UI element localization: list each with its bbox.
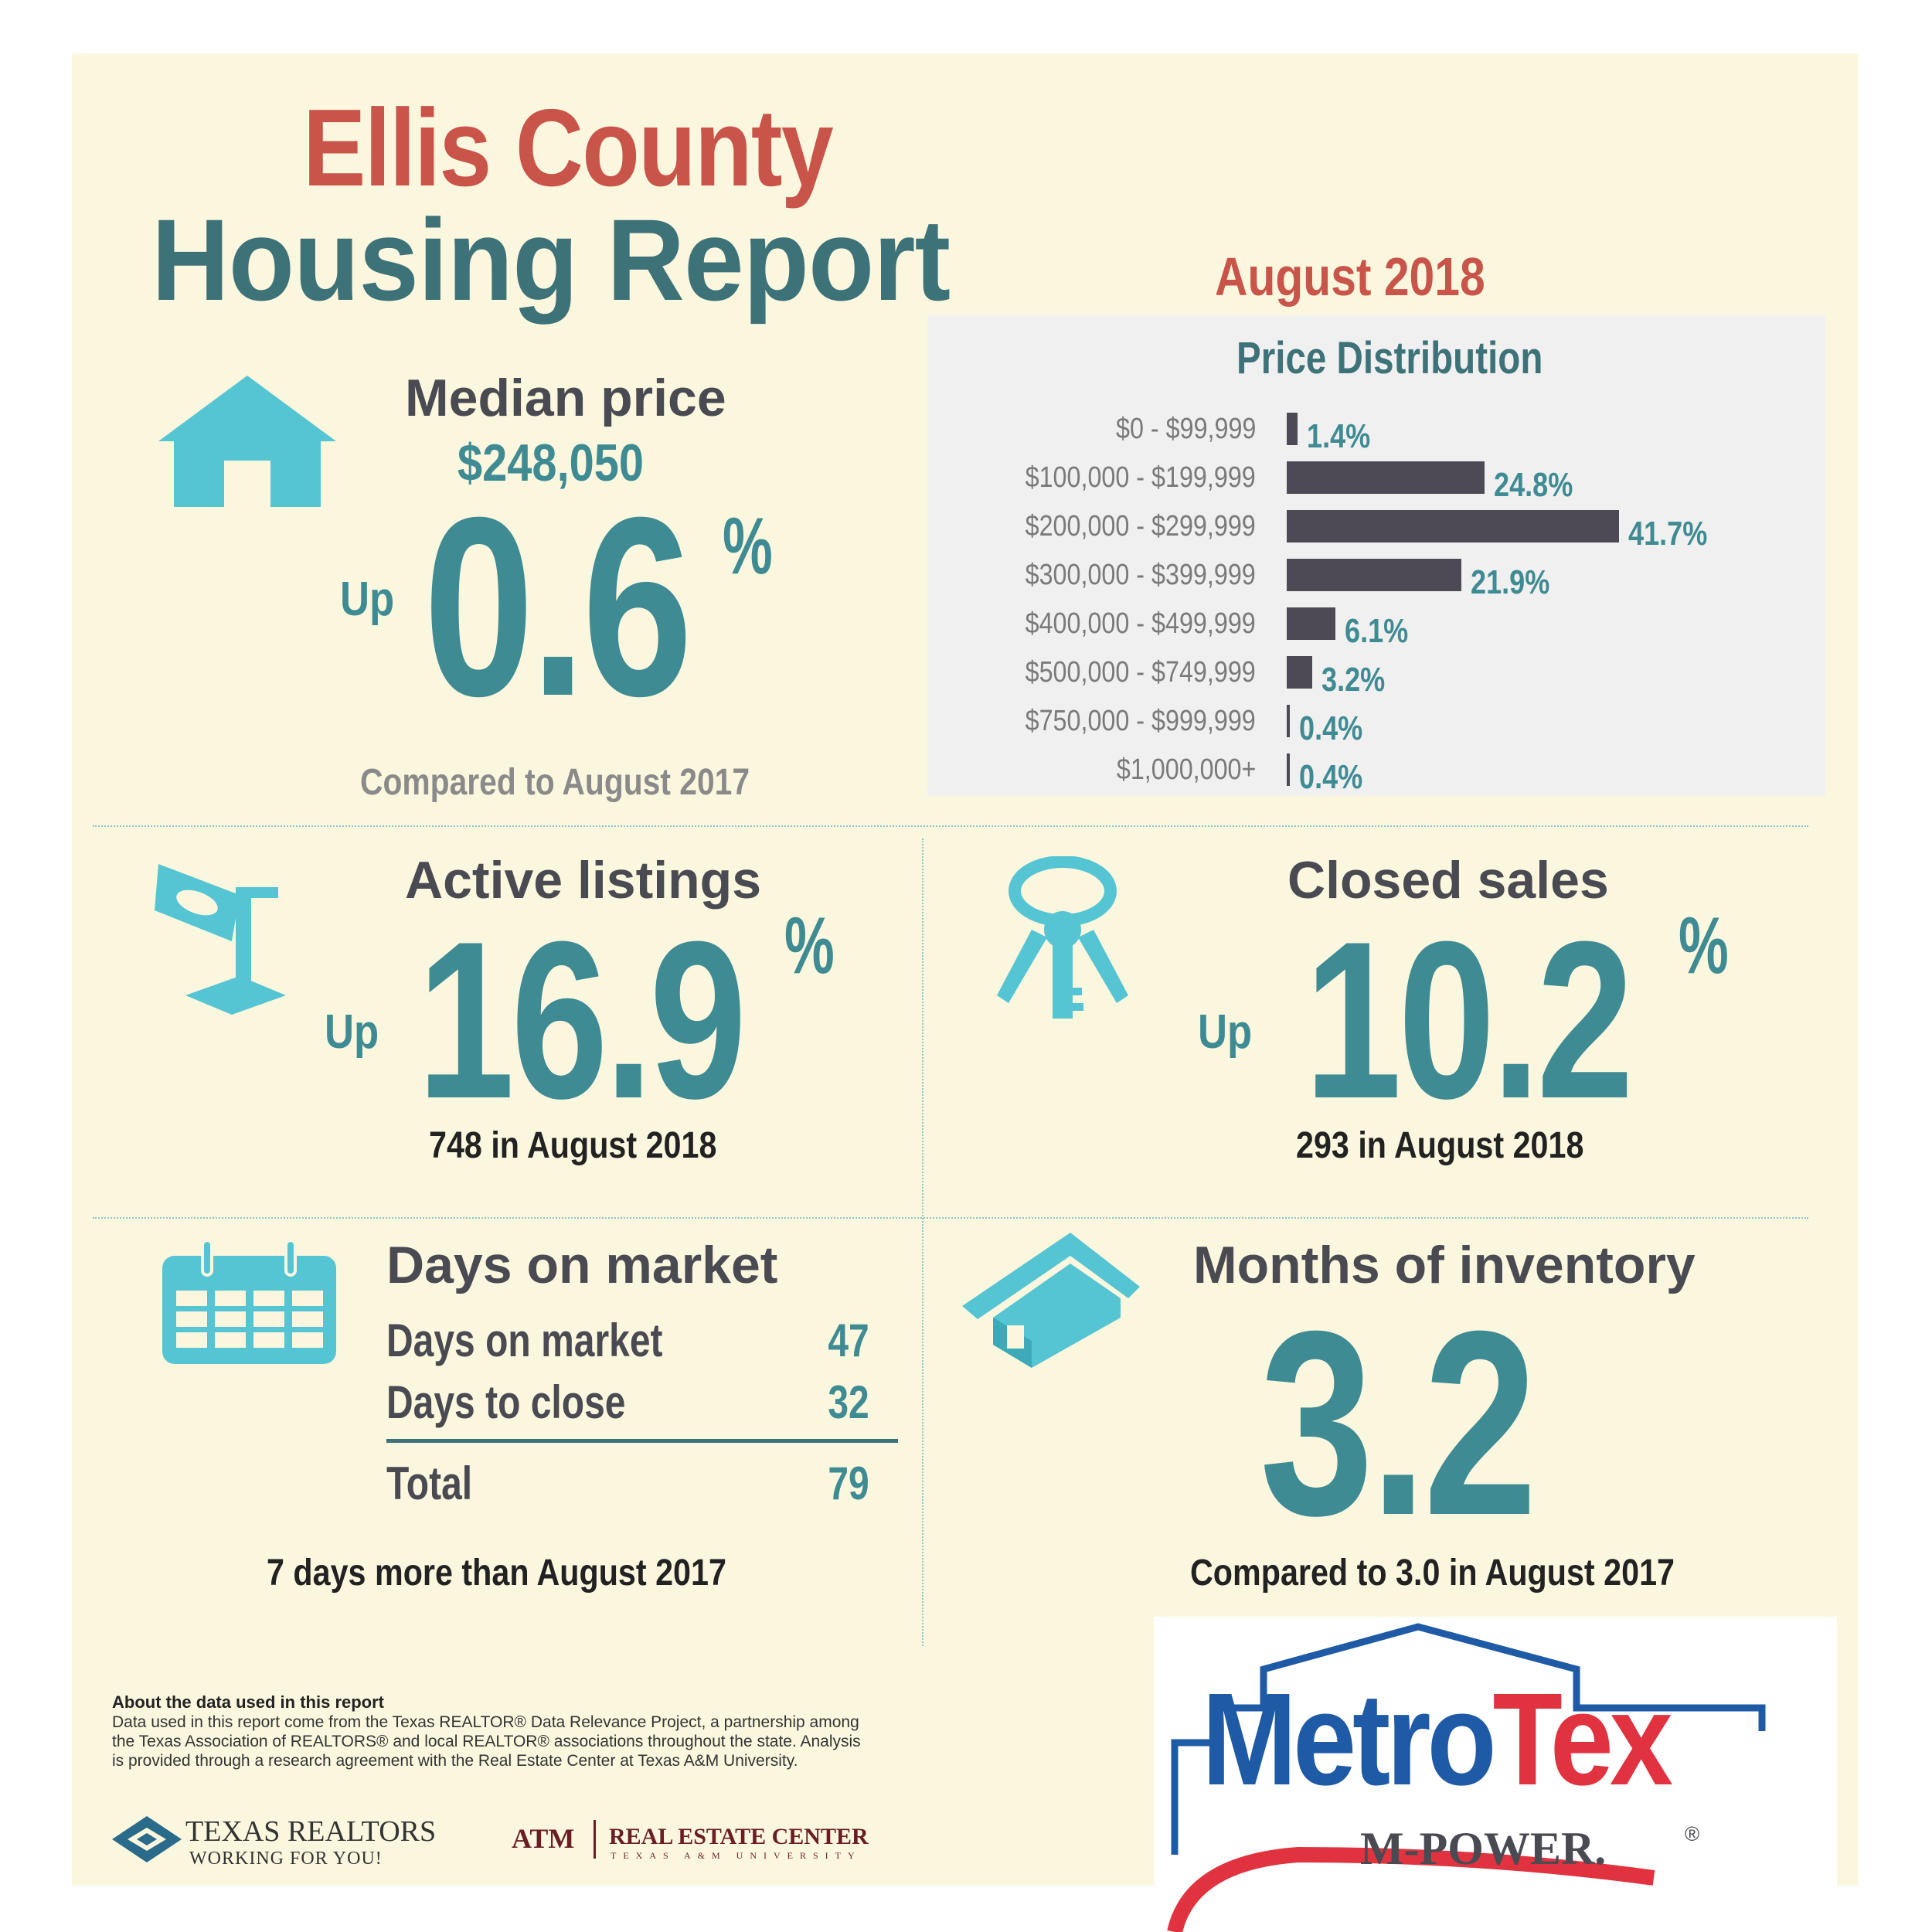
price-bar bbox=[1287, 413, 1298, 445]
price-row: $200,000 - $299,999 41.7% bbox=[927, 507, 1824, 553]
price-row: $400,000 - $499,999 6.1% bbox=[927, 604, 1824, 650]
metrotex-metro: Metro bbox=[1202, 1666, 1497, 1813]
median-percent-sign: % bbox=[723, 502, 773, 591]
price-bar bbox=[1287, 461, 1485, 494]
median-price-heading: Median price bbox=[405, 369, 726, 427]
price-bar-value: 21.9% bbox=[1470, 563, 1550, 601]
days-on-market-heading: Days on market bbox=[386, 1236, 778, 1294]
price-range-label: $400,000 - $499,999 bbox=[1025, 607, 1256, 640]
price-bar bbox=[1287, 656, 1312, 689]
calendar-icon bbox=[162, 1240, 336, 1364]
months-inventory-heading: Months of inventory bbox=[1193, 1236, 1696, 1294]
real-estate-center-logo: REAL ESTATE CENTER bbox=[609, 1824, 869, 1849]
dom-total-label: Total bbox=[386, 1458, 473, 1509]
metrotex-tagline: M-POWER. bbox=[1360, 1823, 1607, 1874]
about-body: Data used in this report come from the T… bbox=[112, 1713, 861, 1770]
closed-sales-percent-sign: % bbox=[1679, 901, 1729, 991]
active-listings-detail: 748 in August 2018 bbox=[429, 1125, 717, 1166]
dom-row-label: Days on market bbox=[386, 1315, 663, 1366]
price-range-label: $750,000 - $999,999 bbox=[1025, 705, 1256, 737]
price-bar-value: 1.4% bbox=[1307, 417, 1371, 455]
price-distribution-title: Price Distribution bbox=[1236, 333, 1543, 383]
dom-comparison: 7 days more than August 2017 bbox=[267, 1553, 726, 1594]
price-bar bbox=[1287, 705, 1291, 737]
price-bar bbox=[1287, 607, 1335, 640]
dom-total-rule bbox=[386, 1439, 898, 1443]
price-bar bbox=[1287, 559, 1461, 591]
active-listings-change: 16.9 bbox=[417, 895, 747, 1145]
for-sale-sign-icon bbox=[155, 864, 286, 1015]
metrotex-roof-icon bbox=[1167, 1623, 1766, 1932]
price-range-label: $200,000 - $299,999 bbox=[1025, 510, 1256, 543]
keys-icon bbox=[997, 856, 1128, 1019]
closed-sales-change: 10.2 bbox=[1304, 895, 1634, 1145]
dom-row-label: Days to close bbox=[386, 1376, 626, 1428]
closed-sales-detail: 293 in August 2018 bbox=[1296, 1125, 1584, 1166]
dom-row-value: 32 bbox=[828, 1376, 869, 1428]
about-heading: About the data used in this report bbox=[112, 1692, 385, 1712]
price-row: $300,000 - $399,999 21.9% bbox=[927, 556, 1824, 601]
median-comparison: Compared to August 2017 bbox=[360, 762, 750, 803]
price-range-label: $500,000 - $749,999 bbox=[1025, 656, 1256, 689]
median-price-value: $248,050 bbox=[457, 434, 645, 492]
report-date: August 2018 bbox=[1215, 247, 1485, 307]
months-inventory-comparison: Compared to 3.0 in August 2017 bbox=[1190, 1553, 1675, 1594]
price-range-label: $0 - $99,999 bbox=[1115, 413, 1256, 445]
price-row: $0 - $99,999 1.4% bbox=[927, 410, 1824, 455]
active-listings-direction: Up bbox=[325, 1005, 379, 1059]
price-row: $100,000 - $199,999 24.8% bbox=[927, 458, 1824, 504]
logo-divider bbox=[594, 1820, 596, 1859]
metrotex-tex: Tex bbox=[1492, 1666, 1673, 1813]
dom-total-value: 79 bbox=[828, 1458, 869, 1509]
active-listings-heading: Active listings bbox=[405, 851, 762, 910]
price-row: $750,000 - $999,999 0.4% bbox=[927, 702, 1824, 747]
price-bar-value: 0.4% bbox=[1299, 709, 1363, 747]
texas-realtors-tagline: WORKING FOR YOU! bbox=[189, 1849, 383, 1869]
median-change: 0.6 bbox=[423, 464, 692, 749]
active-listings-percent-sign: % bbox=[784, 901, 835, 991]
price-bar-value: 0.4% bbox=[1299, 758, 1363, 796]
price-bar bbox=[1287, 753, 1291, 786]
months-inventory-value: 3.2 bbox=[1260, 1277, 1537, 1570]
texas-realtors-logo-icon bbox=[112, 1816, 182, 1862]
price-bar-value: 24.8% bbox=[1493, 466, 1573, 504]
price-bar-value: 41.7% bbox=[1628, 515, 1708, 553]
price-range-label: $1,000,000+ bbox=[1116, 753, 1256, 786]
divider-middle bbox=[93, 1217, 1808, 1219]
price-bar-value: 3.2% bbox=[1321, 661, 1386, 699]
county-title: Ellis County bbox=[303, 87, 834, 209]
dom-row-value: 47 bbox=[828, 1315, 869, 1366]
closed-sales-heading: Closed sales bbox=[1287, 851, 1609, 910]
house-inventory-icon bbox=[962, 1233, 1140, 1368]
price-bar bbox=[1287, 510, 1619, 543]
divider-top bbox=[93, 825, 1808, 827]
price-row: $1,000,000+ 0.4% bbox=[927, 750, 1824, 796]
real-estate-center-sub: TEXAS A&M UNIVERSITY bbox=[611, 1850, 862, 1861]
price-range-label: $100,000 - $199,999 bbox=[1025, 461, 1256, 494]
divider-vertical bbox=[922, 838, 923, 1646]
atm-logo: ATM bbox=[512, 1823, 575, 1854]
closed-sales-direction: Up bbox=[1198, 1005, 1253, 1059]
price-distribution-box bbox=[927, 315, 1825, 796]
price-row: $500,000 - $749,999 3.2% bbox=[927, 653, 1824, 699]
registered-mark: ® bbox=[1685, 1822, 1700, 1845]
price-range-label: $300,000 - $399,999 bbox=[1025, 559, 1256, 591]
texas-realtors-name: TEXAS REALTORS bbox=[185, 1815, 437, 1848]
price-bar-value: 6.1% bbox=[1344, 612, 1409, 650]
report-title: Housing Report bbox=[151, 195, 951, 325]
median-direction: Up bbox=[340, 573, 395, 626]
house-icon bbox=[158, 376, 336, 507]
